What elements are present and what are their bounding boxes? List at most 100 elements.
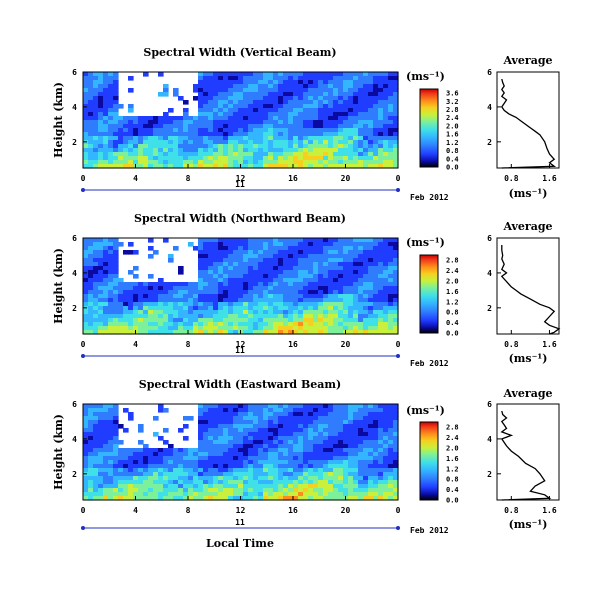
date-label: Feb 2012	[410, 526, 449, 535]
x-tick-label: 8	[186, 340, 191, 349]
colorbar-label: (ms⁻¹)	[406, 70, 445, 83]
colorbar: 0.0 0.4 0.8 1.2 1.6 2.0 2.4 2.8	[419, 254, 459, 338]
x-tick-label: 4	[133, 340, 138, 349]
profile-title: Average	[502, 387, 552, 400]
colorbar-tick-label: 2.8	[446, 106, 459, 114]
colorbar-label: (ms⁻¹)	[406, 236, 445, 249]
x-tick-label: 4	[133, 506, 138, 515]
y-tick-label: 2	[72, 304, 77, 313]
profile-x-tick-label: 1.6	[542, 340, 557, 349]
profile-line	[500, 410, 552, 501]
panel-title: Spectral Width (Eastward Beam)	[139, 378, 341, 391]
profile-y-tick-label: 4	[487, 269, 492, 278]
heatmap-area	[83, 238, 399, 335]
colorbar-tick-label: 2.0	[446, 445, 459, 453]
colorbar-tick-label: 0.8	[446, 476, 459, 484]
y-tick-label: 6	[72, 68, 77, 77]
profile-y-tick-label: 4	[487, 435, 492, 444]
profile-y-tick-label: 2	[487, 304, 492, 313]
x-tick-label: 12	[236, 506, 246, 515]
colorbar-tick-label: 2.4	[446, 267, 459, 275]
colorbar: 0.00.40.81.21.62.02.42.83.23.6	[419, 88, 459, 172]
profile-xlabel: (ms⁻¹)	[509, 352, 548, 365]
x-tick-label: 4	[133, 174, 138, 183]
profile-x-tick-label: 0.8	[504, 506, 519, 515]
x-tick-label: 16	[288, 506, 298, 515]
x-tick-label: 16	[288, 174, 298, 183]
colorbar-tick-label: 2.4	[446, 434, 459, 442]
y-ticks: 2 4 6	[72, 234, 87, 313]
profile-y-tick-label: 6	[487, 68, 492, 77]
profile-line	[500, 245, 561, 335]
profile-y-ticks: 2 4 6	[487, 68, 501, 147]
profile-y-tick-label: 2	[487, 470, 492, 479]
panel-northward: Spectral Width (Northward Beam) Height (…	[52, 212, 561, 368]
y-tick-label: 4	[72, 435, 77, 444]
colorbar-tick-label: 1.6	[446, 131, 459, 139]
profile-x-tick-label: 0.8	[504, 174, 519, 183]
colorbar-tick-label: 0.8	[446, 147, 459, 155]
x-tick-label: 12	[236, 174, 246, 183]
colorbar-tick-label: 2.8	[446, 424, 459, 432]
y-tick-label: 2	[72, 138, 77, 147]
colorbar-tick-label: 0.0	[446, 497, 459, 505]
date-label: Feb 2012	[410, 193, 449, 202]
y-tick-label: 4	[72, 103, 77, 112]
x-ticks: 0 4 8 12 16 20 0	[81, 164, 401, 183]
x-tick-label: 20	[341, 340, 351, 349]
colorbar-tick-label: 0.4	[446, 319, 459, 327]
y-tick-label: 2	[72, 470, 77, 479]
profile-y-tick-label: 4	[487, 103, 492, 112]
profile-x-tick-label: 1.6	[542, 174, 557, 183]
profile-xlabel: (ms⁻¹)	[509, 518, 548, 531]
panel-eastward: Spectral Width (Eastward Beam) Height (k…	[52, 378, 560, 535]
y-tick-label: 6	[72, 400, 77, 409]
day-label: 11	[235, 346, 245, 355]
colorbar-tick-label: 1.2	[446, 465, 459, 473]
x-tick-label: 12	[236, 340, 246, 349]
profile-frame	[496, 71, 560, 169]
y-axis-label: Height (km)	[52, 414, 65, 490]
x-tick-label: 20	[341, 506, 351, 515]
x-tick-label: 16	[288, 340, 298, 349]
colorbar-tick-label: 0.0	[446, 330, 459, 338]
x-axis-label: Local Time	[206, 537, 274, 550]
x-tick-label: 0	[396, 174, 401, 183]
colorbar-tick-label: 2.4	[446, 114, 459, 122]
profile-x-ticks: 0.8 1.6	[504, 496, 557, 515]
colorbar-label: (ms⁻¹)	[406, 404, 445, 417]
panel-title: Spectral Width (Vertical Beam)	[143, 46, 336, 59]
colorbar-tick-label: 2.0	[446, 278, 459, 286]
profile-y-ticks: 2 4 6	[487, 234, 501, 313]
day-bar: 11	[81, 346, 400, 358]
profile-xlabel: (ms⁻¹)	[509, 187, 548, 200]
profile-x-ticks: 0.8 1.6	[504, 164, 557, 183]
profile-line	[500, 78, 557, 169]
panel-title: Spectral Width (Northward Beam)	[134, 212, 346, 225]
profile-y-tick-label: 6	[487, 234, 492, 243]
x-tick-label: 0	[396, 340, 401, 349]
y-ticks: 2 4 6	[72, 400, 87, 479]
heatmap-area	[83, 72, 399, 169]
profile-x-ticks: 0.8 1.6	[504, 330, 557, 349]
colorbar-tick-label: 2.8	[446, 257, 459, 265]
x-tick-label: 0	[81, 506, 86, 515]
x-tick-label: 0	[396, 506, 401, 515]
profile-title: Average	[502, 220, 552, 233]
profile-y-tick-label: 2	[487, 138, 492, 147]
profile-y-ticks: 2 4 6	[487, 400, 501, 479]
colorbar-tick-label: 0.4	[446, 486, 459, 494]
y-tick-label: 6	[72, 234, 77, 243]
day-label: 11	[235, 180, 245, 189]
profile-x-tick-label: 0.8	[504, 340, 519, 349]
panel-vertical: Spectral Width (Vertical Beam) Height (k…	[52, 46, 560, 202]
colorbar-tick-label: 1.6	[446, 455, 459, 463]
colorbar-tick-label: 3.6	[446, 90, 459, 98]
heatmap-area	[83, 404, 399, 501]
x-ticks: 0 4 8 12 16 20 0	[81, 330, 401, 349]
y-ticks: 2 4 6	[72, 68, 87, 147]
colorbar-tick-label: 1.2	[446, 139, 459, 147]
colorbar-tick-label: 1.2	[446, 298, 459, 306]
y-axis-label: Height (km)	[52, 82, 65, 158]
